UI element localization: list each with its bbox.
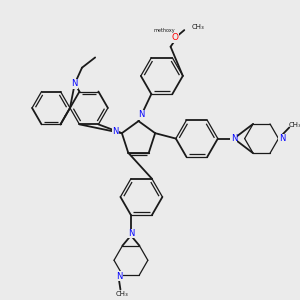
Text: N: N bbox=[138, 110, 145, 119]
Text: N: N bbox=[112, 127, 119, 136]
Text: N: N bbox=[128, 229, 134, 238]
Text: CH₃: CH₃ bbox=[116, 291, 128, 297]
Text: CH₃: CH₃ bbox=[192, 24, 204, 30]
Text: N: N bbox=[231, 134, 237, 143]
Text: N: N bbox=[116, 272, 122, 281]
Text: methoxy: methoxy bbox=[154, 28, 176, 34]
Text: N: N bbox=[71, 79, 78, 88]
Text: CH₃: CH₃ bbox=[289, 122, 300, 128]
Text: O: O bbox=[172, 34, 178, 43]
Text: N: N bbox=[279, 134, 285, 143]
